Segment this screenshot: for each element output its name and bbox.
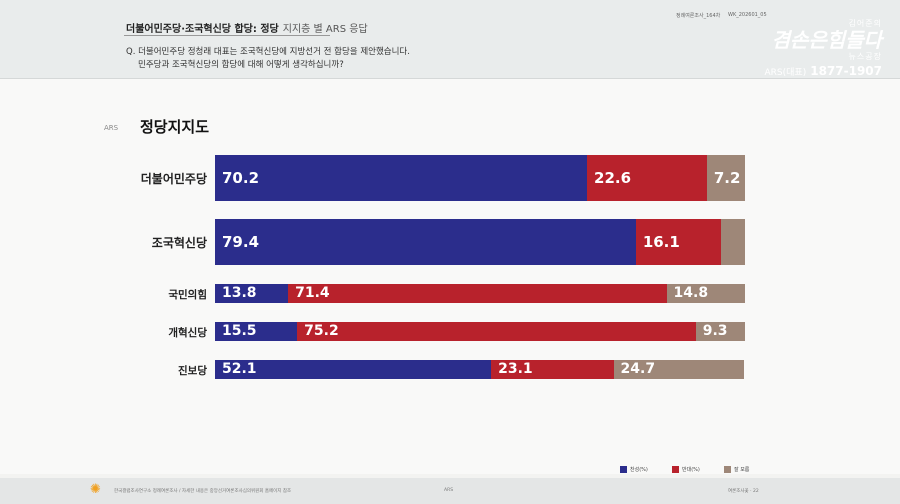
- legend-swatch: [620, 466, 627, 473]
- legend-item: 찬성(%): [620, 466, 648, 473]
- bar-segment: 9.3: [695, 322, 745, 341]
- logo-ars: ARS(대표): [764, 68, 807, 78]
- survey-round: 정례여론조사_164차: [676, 13, 721, 19]
- bar-segment: 75.2: [297, 322, 696, 341]
- bar-segment: 70.2: [215, 155, 588, 201]
- data-label: 7.2: [713, 169, 741, 187]
- logo-tail: 뉴스공장: [848, 52, 882, 61]
- program-logo: 김어준의 겸손은힘들다 뉴스공장 ARS(대표) 1877-1907: [748, 18, 883, 78]
- legend-label: 찬성(%): [630, 467, 648, 473]
- category-label: 개혁신당: [168, 326, 207, 339]
- bar-segment: 24.7: [613, 360, 745, 379]
- bar-segment: 13.8: [215, 284, 289, 303]
- legend-label: 반대(%): [682, 467, 700, 473]
- report-title-sub: 지지층 별 ARS 응답: [282, 24, 368, 35]
- data-label: 24.7: [620, 361, 656, 377]
- data-label: 14.8: [673, 285, 709, 301]
- bar-segment: 22.6: [587, 155, 707, 201]
- title-underline: [124, 35, 330, 36]
- logo-number: 1877-1907: [810, 64, 882, 78]
- legend-swatch: [724, 466, 731, 473]
- header-band: [0, 0, 900, 79]
- footer-band: [0, 478, 900, 504]
- bar-segment: 79.4: [215, 219, 636, 265]
- legend-item: 잘 모름: [724, 466, 749, 473]
- footer-note: 한국갤럽조사연구소 정례여론조사 / 자세한 내용은 중앙선거여론조사심의위원회…: [114, 489, 292, 494]
- data-label: 13.8: [222, 285, 257, 301]
- data-label: 16.1: [642, 233, 680, 251]
- bar-segment: 14.8: [666, 284, 745, 303]
- legend-item: 반대(%): [672, 466, 700, 473]
- data-label: 71.4: [295, 285, 330, 301]
- data-label: 70.2: [222, 169, 260, 187]
- category-label: 국민의힘: [168, 288, 207, 301]
- category-label: 더불어민주당: [140, 172, 207, 187]
- bar-segment: 7.2: [706, 155, 745, 201]
- data-label: 9.3: [702, 323, 728, 339]
- data-label: 15.5: [222, 323, 257, 339]
- data-label: 52.1: [222, 361, 257, 377]
- data-label: 75.2: [304, 323, 339, 339]
- bar-segment: 16.1: [635, 219, 722, 265]
- bar-segment: 52.1: [215, 360, 492, 379]
- footer-page: 여론조사꽃 · 22: [728, 489, 759, 494]
- data-label: 22.6: [594, 169, 632, 187]
- sun-logo-icon: ✺: [90, 482, 101, 497]
- survey-code: WK_202601_05: [728, 12, 767, 18]
- category-label: 진보당: [178, 364, 207, 377]
- question-line-1: Q. 더불어민주당 정청래 대표는 조국혁신당에 지방선거 전 합당을 제안했습…: [126, 47, 410, 57]
- report-title-main: 더불어민주당·조국혁신당 합당: 정당: [126, 24, 279, 35]
- question-line-2: 민주당과 조국혁신당의 합당에 대해 어떻게 생각하십니까?: [138, 60, 344, 70]
- data-label: 23.1: [498, 361, 533, 377]
- logo-top: 김어준의: [848, 19, 882, 28]
- legend-swatch: [672, 466, 679, 473]
- bar-segment: 71.4: [288, 284, 667, 303]
- legend-label: 잘 모름: [734, 467, 750, 473]
- bar-segment: [721, 219, 745, 265]
- footer-center: ARS: [444, 488, 454, 493]
- data-label: 79.4: [222, 233, 260, 251]
- chart-tag: ARS: [104, 124, 119, 132]
- survey-question: Q. 더불어민주당 정청래 대표는 조국혁신당에 지방선거 전 합당을 제안했습…: [126, 46, 410, 72]
- logo-main: 겸손은힘들다: [771, 28, 882, 52]
- bar-segment: 23.1: [491, 360, 614, 379]
- bar-segment: 15.5: [215, 322, 298, 341]
- logo-phone: ARS(대표) 1877-1907: [748, 64, 883, 78]
- category-label: 조국혁신당: [151, 236, 207, 251]
- chart-panel: [0, 79, 900, 474]
- report-title: 더불어민주당·조국혁신당 합당: 정당 지지층 별 ARS 응답: [126, 20, 368, 35]
- chart-title: 정당지지도: [140, 118, 210, 136]
